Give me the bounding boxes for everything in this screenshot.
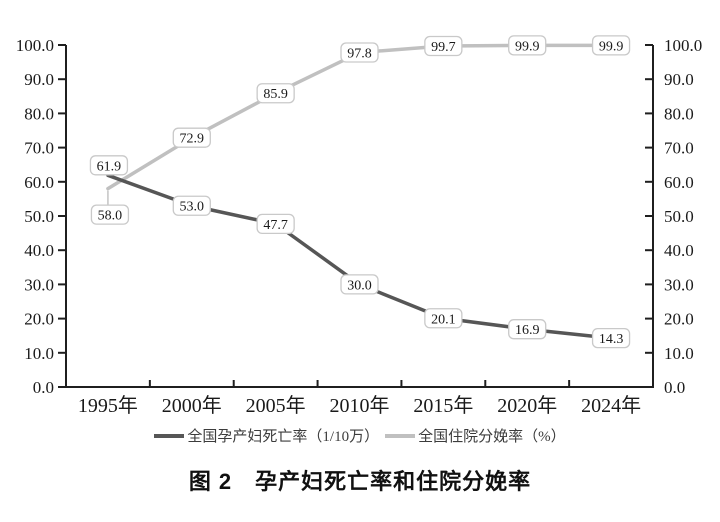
line-chart-canvas: 0.0 10.0 20.0 30.0 40.0 50.0 60.0 70.0 80.0 90.0 1… [16,35,702,417]
data-label-box [256,83,295,104]
x-axis-category-label: 2020年 [497,394,557,417]
y-axis-left-tick-label: 90.0 [24,70,54,89]
legend-label-maternal-mortality: 全国孕产妇死亡率（1/10万） [187,429,380,445]
data-label-value: 30.0 [347,278,372,293]
y-axis-left-tick-label: 60.0 [24,173,54,192]
data-label-value: 61.9 [97,159,122,174]
y-axis-right-tick-label: 40.0 [664,241,694,260]
y-axis-right-tick-label: 20.0 [664,310,694,329]
y-axis-right-tick-label: 90.0 [664,70,694,89]
data-label-value: 99.9 [515,39,540,54]
data-label-box [424,35,463,57]
y-axis-right-tick-label: 80.0 [664,104,694,123]
y-axis-left-tick-label: 80.0 [24,104,54,123]
x-axis-category-label: 2000年 [162,394,222,417]
y-axis-right-tick-label: 50.0 [664,207,694,226]
data-label-box [340,42,379,63]
figure-caption: 图 2 孕产妇死亡率和住院分娩率 [188,469,532,494]
y-axis-right-tick-label: 0.0 [664,378,685,397]
y-axis-left-tick-label: 0.0 [33,378,54,397]
y-axis-right-tick-label: 100.0 [664,36,702,55]
data-label-box [89,155,129,176]
y-axis-right-tick-label: 10.0 [664,344,694,363]
y-axis-left-tick-label: 40.0 [24,241,54,260]
y-axis-left-tick-label: 10.0 [24,344,54,363]
legend-item-hospital-delivery: 全国住院分娩率（%） [385,425,566,446]
data-label-value: 99.7 [431,40,456,55]
data-label-box [172,127,211,148]
data-label-value: 14.3 [599,332,624,347]
data-label-value: 16.9 [515,323,540,338]
data-label-value: 97.8 [347,47,372,62]
y-axis-left-tick-label: 70.0 [24,139,54,158]
x-axis-category-label: 2010年 [330,394,390,417]
x-axis-category-label: 2005年 [246,394,306,417]
data-label-box [90,204,130,225]
y-axis-right-tick-label: 60.0 [664,173,694,192]
data-label-value: 47.7 [263,218,288,233]
x-axis-category-label: 2024年 [581,394,641,417]
data-label-box [591,35,631,56]
y-axis-left-tick-label: 50.0 [24,207,54,226]
data-label-value: 20.1 [431,312,456,327]
series-line-hospital-delivery [106,43,613,191]
data-label-value: 58.0 [98,209,123,224]
data-label-box [256,213,295,235]
data-label-box [508,35,547,56]
data-label-box [172,195,211,216]
chart-legend: 全国孕产妇死亡率（1/10万） 全国住院分娩率（%） [0,425,720,446]
data-label-value: 72.9 [180,132,205,147]
x-axis-category-label: 2015年 [413,394,473,417]
data-label-box [340,274,379,295]
y-axis-right-tick-label: 30.0 [664,275,694,294]
legend-label-hospital-delivery: 全国住院分娩率（%） [418,429,566,445]
x-axis-category-label: 1995年 [78,394,138,417]
data-label-box [424,308,463,329]
legend-item-maternal-mortality: 全国孕产妇死亡率（1/10万） [154,425,379,446]
data-label-box [591,327,631,349]
data-label-value: 85.9 [263,87,288,102]
legend-line-dark-icon [154,433,185,438]
legend-line-light-icon [385,433,416,438]
y-axis-left-tick-label: 30.0 [24,275,54,294]
y-axis-left-tick-label: 20.0 [24,310,54,329]
data-label-value: 99.9 [599,39,624,54]
y-axis-left-tick-label: 100.0 [16,36,54,55]
y-axis-right-tick-label: 70.0 [664,139,694,158]
data-label-box [508,319,547,340]
data-label-value: 53.0 [180,200,205,215]
